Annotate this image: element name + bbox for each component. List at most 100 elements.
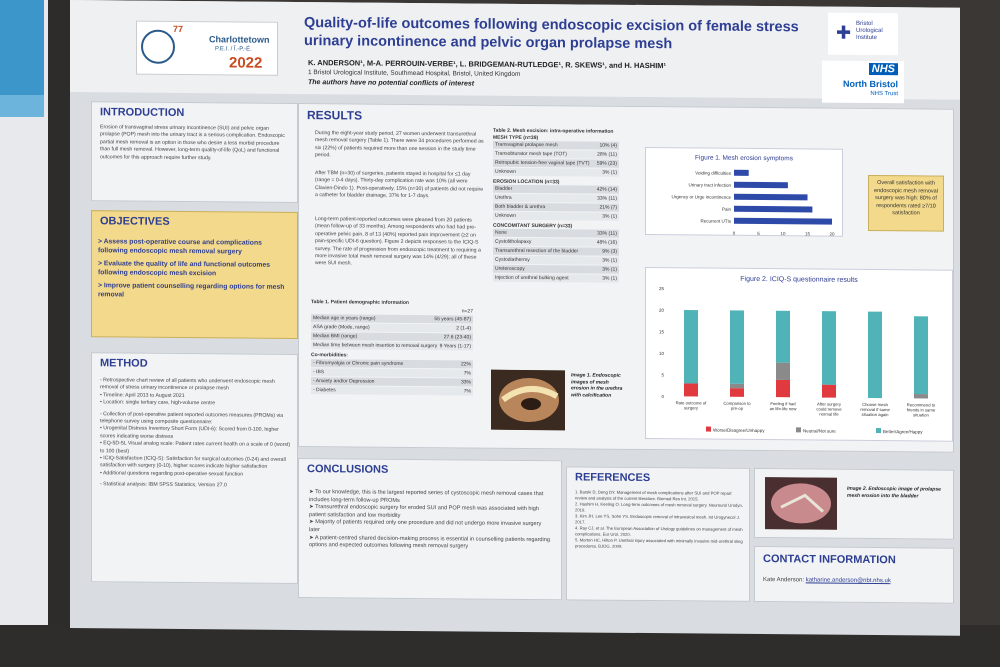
satisfaction-callout: Overall satisfaction with endoscopic mes… bbox=[868, 174, 944, 232]
table-row: Median BMI (range) 27.6 (23-40) bbox=[311, 332, 473, 342]
stacked-bar-segment bbox=[730, 388, 744, 397]
table-cell-value: 22% bbox=[460, 361, 471, 368]
results-paragraph-1: During the eight-year study period, 27 w… bbox=[315, 130, 484, 159]
table-cell-label: Median time between mesh insertion to re… bbox=[313, 342, 438, 350]
table-cell-label: Transobturator mesh tape (TOT) bbox=[495, 150, 567, 158]
endoscopic-image-2 bbox=[765, 477, 837, 530]
tick-label: 20 bbox=[659, 308, 665, 313]
figure-2-svg: Figure 2. ICIQ-S questionnaire results 0 5… bbox=[659, 276, 936, 435]
poster-header: 77 Charlottetown P.E.I. / Î.-P.-É. 2022 … bbox=[70, 0, 960, 104]
bar bbox=[734, 205, 813, 213]
table-cell-label: Both bladder & urethra bbox=[495, 203, 546, 211]
table-cell-label: - Fibromyalgia or Chronic pain syndrome bbox=[313, 360, 404, 367]
tick-label: 20 bbox=[829, 232, 835, 236]
table-cell-label: Ureteroscopy bbox=[495, 265, 525, 272]
figure-1: Figure 1. Mesh erosion symptoms Voiding d… bbox=[645, 147, 843, 237]
bar bbox=[734, 169, 749, 176]
objective-text: Evaluate the quality of life and functio… bbox=[98, 260, 271, 278]
references-panel: REFERENCES 1. Barski D, Deng DY. Managem… bbox=[566, 466, 750, 602]
nhs-logo: NHS North Bristol NHS Trust bbox=[822, 60, 904, 104]
table-cell-value: 33% (11) bbox=[597, 230, 617, 237]
method-text: - Retrospective chart review of all pati… bbox=[100, 377, 292, 490]
table-row: Transvaginal prolapse mesh 10% (4) bbox=[493, 140, 619, 150]
table-cell-label: Urethra bbox=[495, 194, 512, 201]
table-1-comorb-rows: - Fibromyalgia or Chronic pain syndrome 2… bbox=[311, 359, 473, 396]
endoscopic-image-2-drawing bbox=[765, 477, 837, 530]
table-row: - Diabetes 7% bbox=[311, 386, 473, 396]
category-label: Rate outcome of surgery bbox=[676, 400, 708, 410]
category-label: Pain bbox=[722, 207, 732, 212]
table-row: Bladder 42% (14) bbox=[493, 184, 619, 194]
contact-email[interactable]: katharine.anderson@nbt.nhs.uk bbox=[805, 577, 891, 585]
objectives-heading: OBJECTIVES bbox=[100, 215, 170, 228]
meeting-logo: 77 Charlottetown P.E.I. / Î.-P.-É. 2022 bbox=[136, 20, 278, 76]
table-2-title: Table 2. Mesh excision: intra-operative … bbox=[493, 127, 614, 135]
stacked-bar-segment bbox=[914, 316, 928, 395]
table-cell-label: Median BMI (range) bbox=[313, 333, 358, 340]
stacked-bar-segment bbox=[822, 384, 836, 398]
research-poster: 77 Charlottetown P.E.I. / Î.-P.-É. 2022 … bbox=[70, 0, 960, 636]
table-cell-label: - Diabetes bbox=[313, 387, 336, 394]
method-line: • Urogenital Distress Inventory Short Fo… bbox=[100, 425, 279, 440]
references-list: 1. Barski D, Deng DY. Management of mesh… bbox=[575, 489, 743, 550]
method-line: • EQ-5D-5L Visual analog scale: Patient … bbox=[100, 440, 291, 455]
method-heading: METHOD bbox=[100, 357, 148, 370]
table-2-erosion-rows: Bladder 42% (14) Urethra 33% (11) Both bladd… bbox=[493, 184, 619, 221]
table-cell-value: 59% (23) bbox=[596, 160, 617, 167]
table-row: Cystodiathermy 3% (1) bbox=[493, 255, 619, 265]
conclusions-heading: CONCLUSIONS bbox=[307, 463, 389, 476]
table-1-rows: Median age in years (range) 55 years (45-… bbox=[311, 314, 473, 351]
category-label: Urinary tract infection bbox=[688, 182, 731, 187]
method-line: - Collection of post-operative patient r… bbox=[100, 410, 284, 426]
stacked-bar-segment bbox=[868, 311, 882, 399]
table-cell-label: Unknown bbox=[495, 168, 516, 175]
table-cell-value: 48% (16) bbox=[596, 239, 617, 246]
table-row: Median time between mesh insertion to re… bbox=[311, 341, 473, 351]
tick-label: 15 bbox=[805, 231, 811, 235]
legend-label: Worse/Disagree/Unhappy bbox=[713, 428, 765, 433]
table-cell-label: Cystodiathermy bbox=[495, 256, 530, 264]
objective-text: Improve patient counselling regarding op… bbox=[98, 282, 285, 299]
table-cell-value: 3% (1) bbox=[602, 275, 617, 282]
category-label: Urgency or Urge incontinence bbox=[671, 194, 731, 200]
results-heading: RESULTS bbox=[307, 108, 363, 123]
poster-affiliation: 1 Bristol Urological Institute, Southmea… bbox=[308, 69, 521, 78]
table-row: - IBS 7% bbox=[311, 368, 473, 378]
table-cell-label: None bbox=[495, 229, 507, 236]
seal-icon bbox=[141, 29, 175, 64]
category-label: After surgery could remove normal life bbox=[816, 402, 842, 417]
nhs-trust-name: North Bristol bbox=[843, 78, 898, 90]
endoscopic-image-1-drawing bbox=[491, 369, 565, 431]
chart-title: Figure 1. Mesh erosion symptoms bbox=[695, 154, 794, 162]
legend-swatch bbox=[876, 428, 881, 434]
table-cell-label: Transvaginal prolapse mesh bbox=[495, 141, 558, 149]
stacked-bar-segment bbox=[776, 310, 790, 363]
references-heading: REFERENCES bbox=[575, 471, 651, 485]
conclusion-item: ➤ A patient-centred shared decision-maki… bbox=[309, 534, 551, 550]
person-icon: ✚ bbox=[836, 22, 852, 43]
table-row: Both bladder & urethra 21% (7) bbox=[493, 202, 619, 212]
table-row: - Anxiety and/or Depression 33% bbox=[311, 377, 473, 387]
meeting-number: 77 bbox=[173, 23, 184, 34]
stacked-bar-segment bbox=[822, 311, 836, 385]
table-cell-value: 3% (1) bbox=[602, 266, 617, 273]
table-cell-label: Retropubic tension-free vaginal tape (TV… bbox=[495, 159, 590, 167]
table-row: Transobturator mesh tape (TOT) 28% (11) bbox=[493, 149, 619, 159]
stacked-bar-segment bbox=[914, 394, 928, 399]
tick-label: 25 bbox=[659, 286, 665, 291]
table-row: ASA grade (Mode, range) 2 (1-4) bbox=[311, 323, 473, 333]
table-cell-value: 28% (11) bbox=[597, 151, 617, 158]
table-cell-value: 3% (1) bbox=[602, 213, 617, 220]
tick-label: 15 bbox=[659, 329, 665, 334]
contact-line: Kate Anderson: katharine.anderson@nbt.nh… bbox=[763, 577, 891, 586]
table-cell-value: 55 years (45-87) bbox=[434, 316, 471, 323]
poster-board-edge bbox=[48, 0, 70, 667]
contact-panel: CONTACT INFORMATION Kate Anderson: katha… bbox=[754, 545, 954, 604]
poster-title: Quality-of-life outcomes following endos… bbox=[304, 15, 799, 53]
table-cell-value: 2 (1-4) bbox=[456, 325, 471, 332]
objectives-panel: OBJECTIVES > Assess post-operative cours… bbox=[91, 210, 298, 339]
table-2-concomitant-rows: None 33% (11) Cystolitholapaxy 48% (16) Tran… bbox=[493, 228, 619, 283]
nhs-badge: NHS bbox=[868, 62, 898, 76]
table-cell-value: 21% (7) bbox=[599, 204, 617, 211]
table-cell-value: 7% bbox=[463, 388, 471, 395]
